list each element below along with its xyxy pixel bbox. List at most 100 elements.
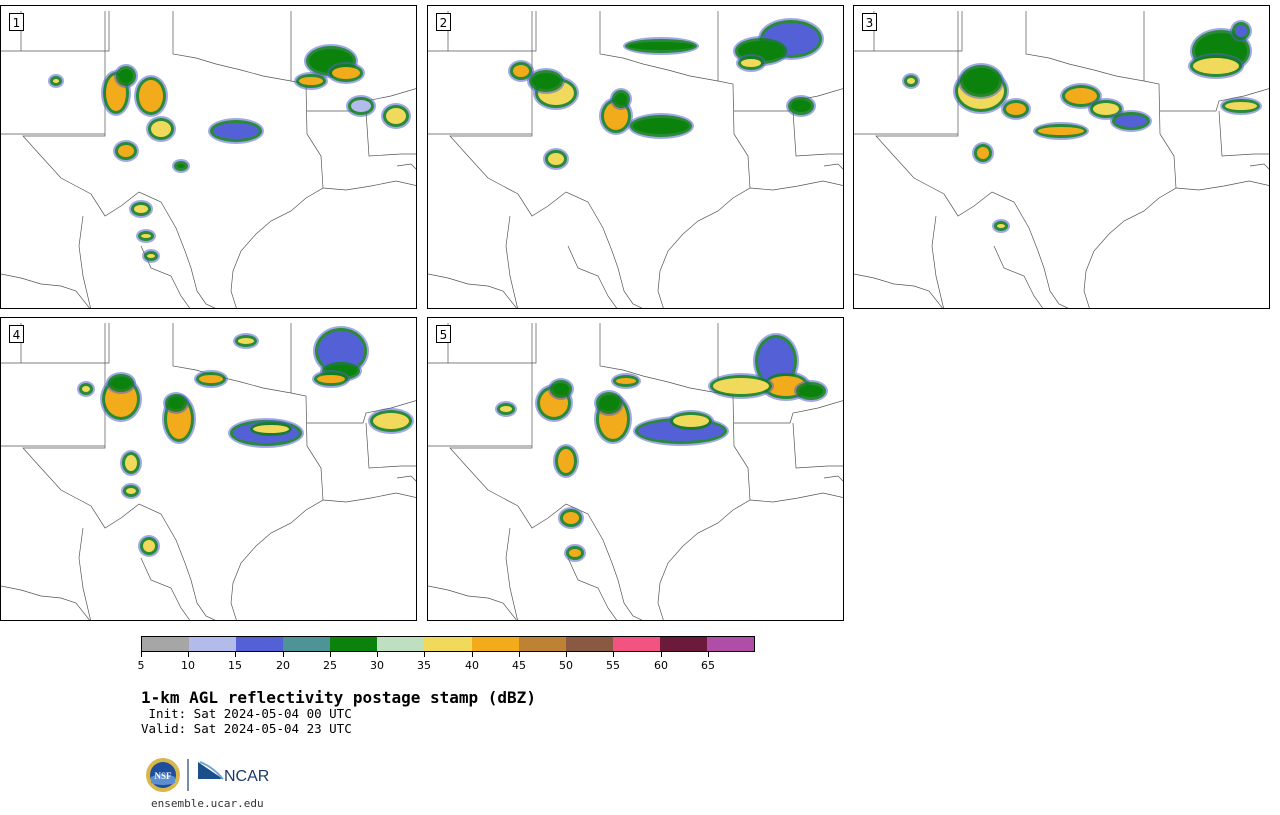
reflectivity-echo-core	[238, 338, 254, 344]
colorbar-segment	[142, 637, 190, 651]
colorbar-segment	[330, 637, 378, 651]
reflectivity-echo-core	[599, 395, 619, 411]
colorbar-tick-label: 35	[417, 659, 431, 672]
reflectivity-echo-core	[548, 153, 564, 165]
colorbar-tick-label: 65	[701, 659, 715, 672]
logo-graphic: NSF NCAR	[146, 758, 269, 792]
reflectivity-echo-core	[1225, 102, 1257, 110]
reflectivity-echo-core	[633, 118, 689, 134]
boundary-line	[1025, 11, 1177, 308]
colorbar-segment	[236, 637, 284, 651]
boundary-line	[854, 273, 943, 308]
member-label-2: 2	[436, 13, 451, 31]
reflectivity-echo-core	[997, 224, 1005, 228]
reflectivity-echo-core	[373, 413, 409, 429]
map-3	[854, 11, 1269, 308]
reflectivity-echo-core	[673, 415, 709, 427]
colorbar-tick	[330, 652, 331, 657]
reflectivity-echo-core	[616, 378, 636, 384]
reflectivity-echo-core	[53, 79, 59, 83]
reflectivity-echo-core	[199, 375, 223, 383]
reflectivity-echo-core	[332, 67, 360, 79]
reflectivity-echo-core	[563, 512, 579, 524]
colorbar-tick-label: 40	[465, 659, 479, 672]
colorbar-tick	[377, 652, 378, 657]
reflectivity-echo-core	[791, 100, 811, 112]
member-panel-4: 4	[0, 317, 417, 621]
reflectivity-echo-core	[147, 254, 155, 258]
nsf-text: NSF	[154, 771, 172, 781]
boundary-line	[1, 11, 216, 308]
reflectivity-echo-core	[1006, 103, 1026, 115]
reflectivity-echo-core	[1235, 25, 1247, 37]
member-panel-3: 3	[853, 5, 1270, 309]
colorbar-segment	[612, 637, 660, 651]
colorbar-tick	[613, 652, 614, 657]
colorbar-segment	[565, 637, 613, 651]
reflectivity-echo-core	[532, 73, 560, 89]
boundary-line	[1, 273, 90, 308]
boundary-line	[428, 11, 643, 308]
reflectivity-echo-core	[963, 68, 999, 94]
member-label-1: 1	[9, 13, 24, 31]
boundary-line	[322, 475, 416, 503]
boundary-line	[505, 215, 618, 308]
reflectivity-echo-core	[1093, 103, 1119, 115]
colorbar-segment	[471, 637, 519, 651]
map-5	[428, 323, 843, 620]
reflectivity-echo-core	[168, 397, 184, 409]
reflectivity-echo-core	[141, 234, 151, 238]
logos: NSF NCAR	[145, 757, 275, 793]
reflectivity-echo-core	[741, 59, 761, 67]
colorbar-tick-label: 30	[370, 659, 384, 672]
valid-time: Valid: Sat 2024-05-04 23 UTC	[141, 721, 352, 736]
reflectivity-echo-core	[628, 42, 694, 50]
colorbar-tick	[188, 652, 189, 657]
boundary-line	[172, 11, 324, 308]
reflectivity-echo-core	[82, 386, 90, 392]
colorbar-ticks: 5 10 15 20 25 30 35 40 45 50 55 60 65	[138, 652, 755, 672]
member-panel-5: 5	[427, 317, 844, 621]
map-2	[428, 11, 843, 308]
reflectivity-echo-core	[799, 385, 823, 397]
reflectivity-echo-core	[125, 455, 137, 471]
ncar-logo: NCAR	[198, 761, 269, 785]
reflectivity-echo-core	[351, 100, 371, 112]
boundary-line	[78, 527, 191, 620]
colorbar-segment	[377, 637, 425, 651]
reflectivity-echo-core	[1038, 127, 1084, 135]
boundary-line	[78, 215, 191, 308]
reflectivity-echo-core	[1193, 58, 1239, 74]
colorbar-tick-label: 50	[559, 659, 573, 672]
boundary-line	[854, 11, 1069, 308]
reflectivity-echo-core	[253, 425, 289, 433]
boundary-line	[172, 323, 324, 620]
reflectivity-echo-core	[615, 93, 627, 105]
boundary-line	[1143, 11, 1269, 157]
member-label-3: 3	[862, 13, 877, 31]
boundary-line	[749, 163, 843, 191]
reflectivity-echo-core	[213, 123, 259, 139]
colorbar-tick	[424, 652, 425, 657]
boundary-line	[1, 323, 216, 620]
reflectivity-echo-core	[126, 488, 136, 494]
colorbar-tick-label: 20	[276, 659, 290, 672]
colorbar-segment	[518, 637, 566, 651]
ncar-text: NCAR	[224, 768, 269, 785]
reflectivity-echo-core	[713, 378, 769, 394]
boundary-line	[428, 323, 643, 620]
reflectivity-echo-core	[118, 145, 134, 157]
map-4	[1, 323, 416, 620]
init-time: Init: Sat 2024-05-04 00 UTC	[141, 706, 352, 721]
product-title: 1-km AGL reflectivity postage stamp (dBZ…	[141, 688, 536, 707]
reflectivity-echo-core	[151, 121, 171, 137]
reflectivity-echo-core	[977, 147, 989, 159]
member-label-5: 5	[436, 325, 451, 343]
boundary-line	[931, 215, 1044, 308]
reflectivity-echo-core	[119, 69, 133, 83]
boundary-line	[322, 163, 416, 191]
reflectivity-echo-core	[569, 549, 581, 557]
colorbar-tick	[708, 652, 709, 657]
colorbar-tick-label: 10	[181, 659, 195, 672]
reflectivity-echo-core	[299, 77, 323, 85]
